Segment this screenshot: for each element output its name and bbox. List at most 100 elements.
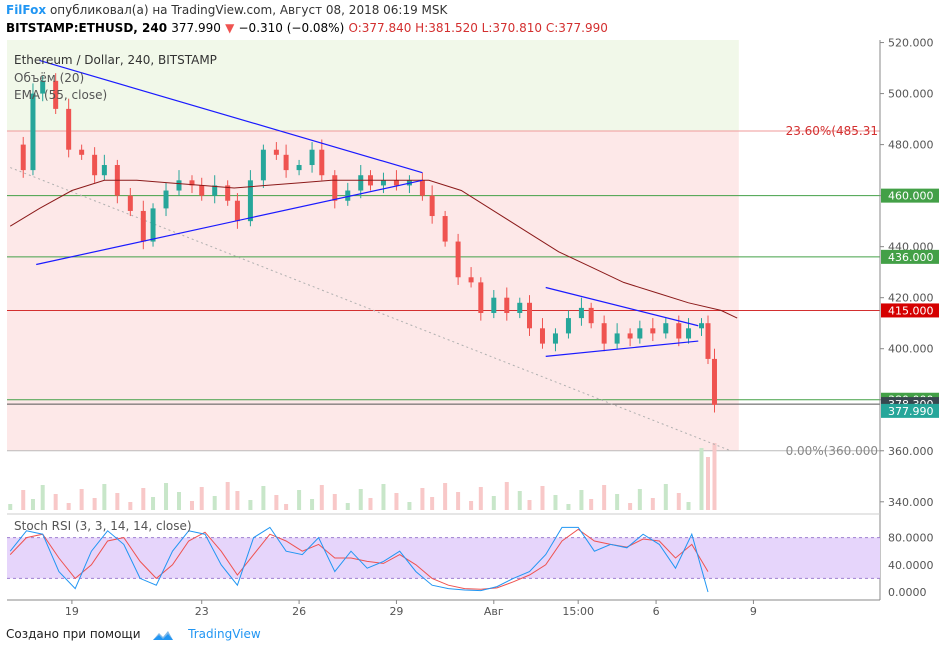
candle-body	[20, 144, 26, 171]
volume-bar	[628, 503, 633, 510]
candle-body	[578, 307, 584, 319]
candle-body	[273, 149, 279, 155]
volume-bar	[469, 501, 474, 510]
publisher-name[interactable]: FilFox	[6, 3, 47, 17]
candle-body	[478, 282, 484, 313]
fib-label: 0.00%(360.000	[786, 444, 878, 458]
level-badge-label: 415.000	[888, 304, 934, 317]
last-price: 377.990	[171, 21, 221, 35]
candle-body	[212, 185, 218, 196]
volume-bar	[589, 499, 594, 510]
volume-bar	[394, 493, 399, 510]
volume-bar	[712, 443, 717, 510]
level-badge-label: 460.000	[888, 190, 934, 203]
publisher-line: FilFox опубликовал(а) на TradingView.com…	[6, 3, 447, 17]
candle-body	[92, 154, 98, 176]
candle-body	[247, 180, 253, 222]
candle-body	[260, 149, 266, 181]
candle-body	[30, 93, 36, 171]
stoch-tick-label: 40.0000	[888, 559, 934, 572]
stoch-tick-label: 80.0000	[888, 532, 934, 545]
fib-label: 23.60%(485.31	[786, 124, 878, 138]
candle-body	[663, 323, 669, 334]
published-text: опубликовал(а) на TradingView.com, Авгус…	[49, 3, 448, 17]
candle-body	[504, 297, 510, 313]
level-badge	[881, 303, 939, 318]
candle-body	[199, 185, 205, 196]
time-tick-label: 6	[653, 605, 660, 618]
volume-bar	[637, 489, 642, 510]
candle-body	[627, 333, 633, 339]
candle-body	[601, 323, 607, 344]
symbol-line: BITSTAMP:ETHUSD, 240 377.990 ▼ −0.310 (−…	[6, 21, 608, 35]
volume-bar	[368, 498, 373, 510]
trend-line	[36, 179, 423, 266]
stoch-k-line	[9, 526, 709, 593]
candle-body	[539, 328, 545, 344]
footer: Создано при помощи TradingView	[6, 627, 261, 642]
volume-bar	[66, 503, 71, 510]
ohlc-values: O:377.840 H:381.520 L:370.810 C:377.990	[348, 21, 608, 35]
candle-body	[637, 328, 643, 339]
volume-bar	[699, 448, 704, 510]
volume-bar	[358, 489, 363, 510]
candle-body	[455, 241, 461, 278]
volume-bar	[212, 496, 217, 510]
time-tick-label: 29	[389, 605, 403, 618]
trend-line	[545, 286, 699, 327]
candle-body	[309, 149, 315, 166]
time-tick-label: Авг	[484, 605, 504, 618]
candle-body	[676, 323, 682, 339]
volume-bar	[128, 502, 133, 510]
candle-body	[419, 180, 425, 196]
stoch-band	[7, 537, 880, 579]
created-with-text: Создано при помощи	[6, 627, 141, 641]
candle-body	[176, 180, 182, 191]
candle-body	[429, 195, 435, 217]
candle-body	[79, 149, 85, 155]
volume-bar	[310, 499, 315, 510]
volume-bar	[663, 484, 668, 510]
candle-body	[565, 318, 571, 334]
volume-bar	[177, 492, 182, 510]
level-badge-label: 436.000	[888, 251, 934, 264]
volume-bar	[199, 487, 204, 510]
volume-bar	[491, 496, 496, 510]
volume-bar	[345, 503, 350, 510]
candle-body	[234, 200, 240, 222]
volume-bar	[686, 502, 691, 510]
candle-body	[468, 277, 474, 283]
candle-body	[517, 302, 523, 313]
tradingview-link[interactable]: TradingView	[188, 627, 261, 641]
legend-ema: EMA (55, close)	[14, 88, 107, 102]
legend-volume: Объём (20)	[14, 71, 84, 85]
level-badge	[881, 249, 939, 264]
volume-bar	[430, 497, 435, 510]
volume-bar	[443, 483, 448, 510]
price-tick-label: 360.000	[888, 445, 934, 458]
price-tick-label: 520.000	[888, 37, 934, 50]
volume-bar	[102, 484, 107, 510]
volume-bar	[92, 498, 97, 510]
trend-line	[39, 59, 423, 174]
level-badge-label: 377.990	[888, 405, 934, 418]
candle-body	[332, 175, 338, 201]
volume-bar	[381, 484, 386, 510]
stoch-tick-label: 0.0000	[888, 586, 927, 599]
candle-body	[225, 185, 231, 201]
candle-body	[527, 302, 533, 329]
candle-body	[127, 195, 133, 211]
volume-bar	[261, 486, 266, 510]
candle-body	[101, 165, 107, 176]
candle-body	[699, 323, 705, 329]
volume-bar	[151, 497, 156, 510]
tradingview-logo-icon	[153, 630, 174, 640]
volume-bar	[650, 498, 655, 510]
candle-body	[140, 210, 146, 242]
volume-bar	[164, 483, 169, 510]
down-arrow-icon: ▼	[225, 21, 235, 35]
level-badge	[881, 188, 939, 203]
volume-bar	[615, 494, 620, 510]
price-axis-bg	[880, 40, 939, 600]
